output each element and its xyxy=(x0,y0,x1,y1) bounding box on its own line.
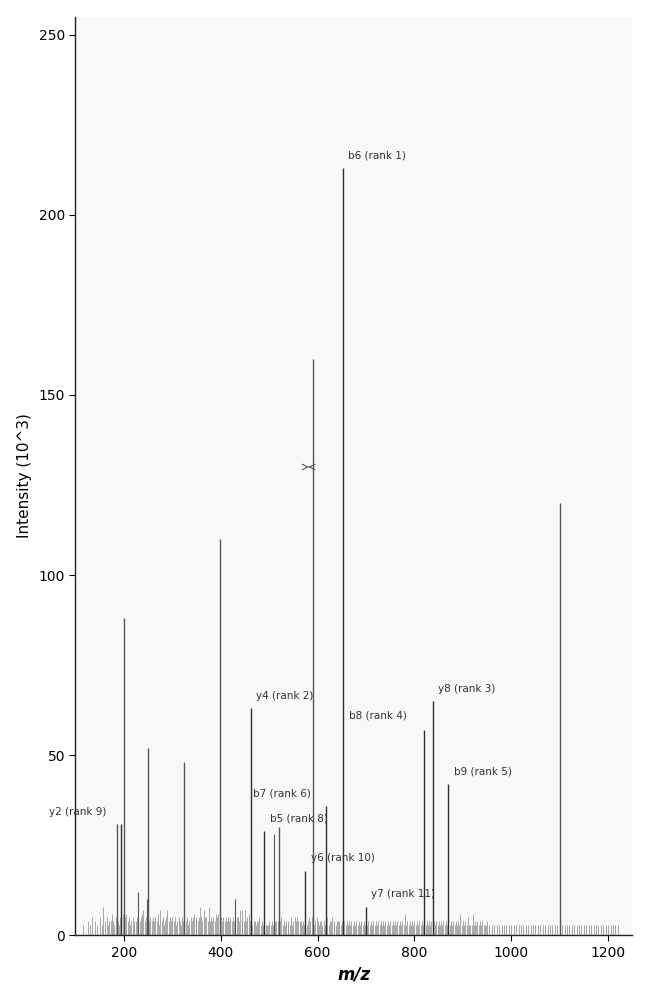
Text: b8 (rank 4): b8 (rank 4) xyxy=(349,711,407,721)
Text: b5 (rank 8): b5 (rank 8) xyxy=(269,814,328,824)
Y-axis label: Intensity (10^3): Intensity (10^3) xyxy=(17,414,32,538)
Text: y7 (rank 11): y7 (rank 11) xyxy=(371,889,435,899)
Text: b7 (rank 6): b7 (rank 6) xyxy=(253,789,312,799)
Text: b9 (rank 5): b9 (rank 5) xyxy=(454,767,511,777)
Text: b6 (rank 1): b6 (rank 1) xyxy=(348,151,406,161)
Text: y6 (rank 10): y6 (rank 10) xyxy=(311,853,374,863)
Text: y2 (rank 9): y2 (rank 9) xyxy=(49,807,106,817)
X-axis label: m/z: m/z xyxy=(337,965,371,983)
Text: y8 (rank 3): y8 (rank 3) xyxy=(438,684,496,694)
Text: y4 (rank 2): y4 (rank 2) xyxy=(256,691,313,701)
